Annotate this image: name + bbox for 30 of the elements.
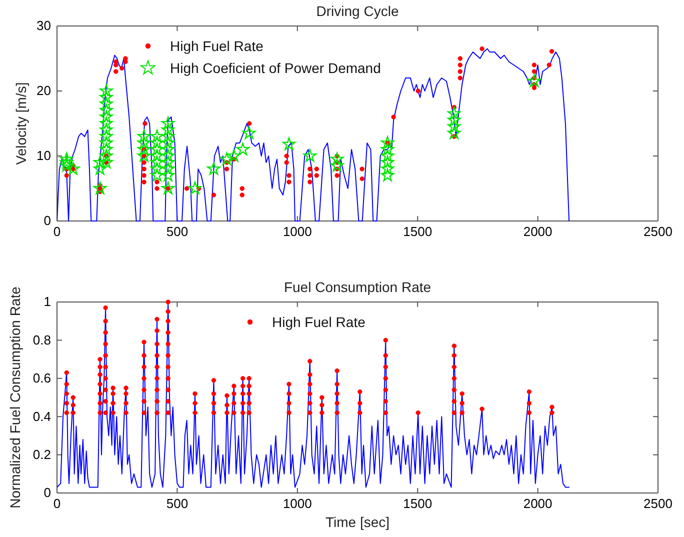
- y-tick-label: 30: [36, 18, 51, 34]
- y-tick-label: 10: [36, 148, 51, 164]
- y-tick-label: 0.4: [32, 408, 51, 424]
- legend-label: High Fuel Rate: [170, 38, 264, 54]
- chart-title: Driving Cycle: [316, 3, 399, 19]
- x-tick-label: 1500: [403, 496, 432, 512]
- x-tick-label: 2500: [644, 224, 672, 240]
- y-tick-label: 0.6: [32, 370, 51, 386]
- y-tick-label: 0.2: [32, 446, 51, 462]
- y-tick-label: 0: [44, 213, 51, 228]
- x-tick-label: 2000: [523, 496, 552, 512]
- y-tick-label: 20: [36, 83, 51, 98]
- x-tick-label: 2000: [523, 224, 552, 240]
- x-axis-title: Time [sec]: [325, 514, 390, 530]
- x-tick-label: 1000: [282, 496, 312, 512]
- y-tick-label: 1: [44, 294, 51, 310]
- legend-label: High Fuel Rate: [272, 314, 366, 330]
- y-tick-label: 0: [44, 485, 51, 500]
- x-tick-label: 500: [166, 496, 188, 512]
- x-tick-label: 2500: [644, 496, 672, 512]
- legend-label: High Coeficient of Power Demand: [170, 60, 381, 76]
- x-tick-label: 1500: [403, 224, 432, 240]
- y-axis-title: Velocity [m/s]: [13, 82, 29, 165]
- y-tick-label: 0.8: [32, 332, 51, 348]
- x-tick-label: 0: [53, 224, 61, 240]
- x-tick-label: 0: [53, 496, 61, 512]
- chart-title: Fuel Consumption Rate: [284, 279, 432, 295]
- x-tick-label: 500: [166, 224, 188, 240]
- y-axis-title: Normalized Fuel Consumption Rate: [7, 286, 23, 508]
- x-tick-label: 1000: [282, 224, 312, 240]
